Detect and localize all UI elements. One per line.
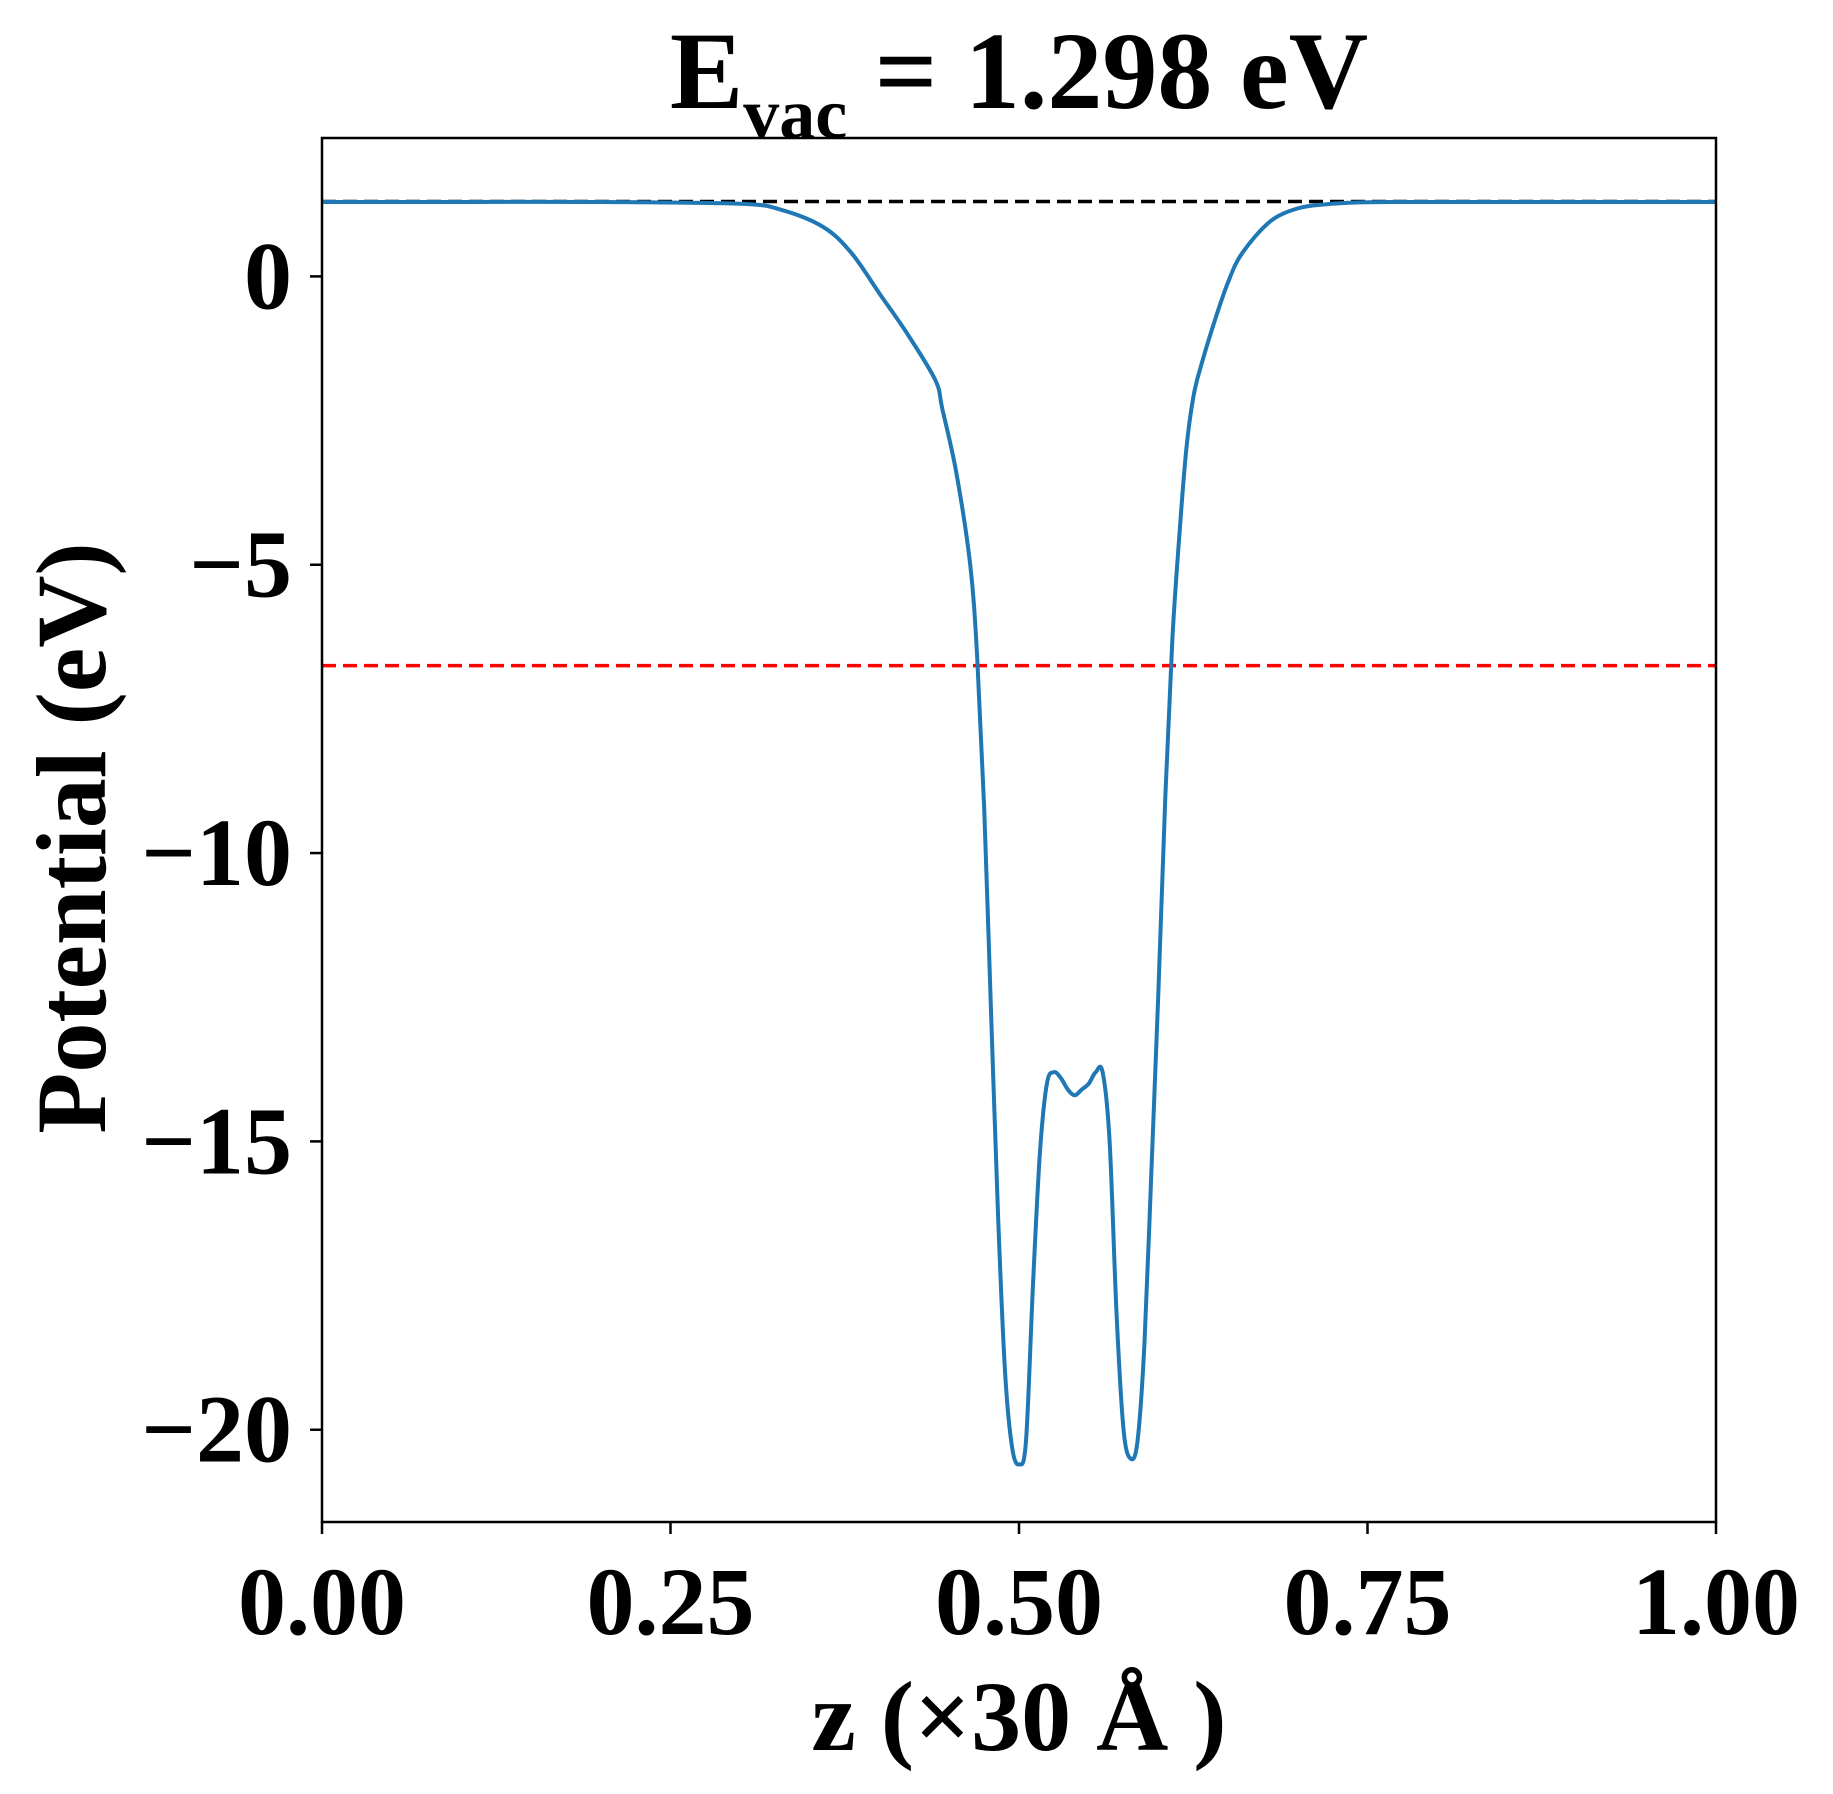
x-tick-label: 0.00 — [238, 1548, 406, 1655]
title-subscript: vac — [743, 74, 847, 154]
title-rest: = 1.298 eV — [847, 10, 1368, 132]
title-main: E — [670, 10, 743, 132]
x-tick-label: 0.25 — [587, 1548, 755, 1655]
x-axis-ticks: 0.00 0.25 0.50 0.75 1.00 — [238, 1522, 1800, 1655]
y-tick-label: −20 — [141, 1376, 292, 1483]
x-tick-label: 1.00 — [1632, 1548, 1800, 1655]
y-tick-label: −10 — [141, 799, 292, 906]
y-tick-label: −15 — [141, 1087, 292, 1194]
plot-area — [322, 199, 1716, 1467]
potential-series-line-0 — [322, 199, 1716, 1467]
y-axis-label: Potential (eV) — [16, 542, 127, 1133]
chart-title: Evac = 1.298 eV — [670, 10, 1368, 154]
plot-content — [322, 199, 1716, 1467]
y-tick-label: −5 — [189, 511, 292, 618]
x-tick-label: 0.75 — [1284, 1548, 1452, 1655]
x-tick-label: 0.50 — [935, 1548, 1103, 1655]
y-axis-ticks: 0 −5 −10 −15 −20 — [141, 222, 322, 1483]
y-tick-label: 0 — [244, 222, 292, 329]
x-axis-label: z (×30 Å ) — [811, 1661, 1226, 1772]
